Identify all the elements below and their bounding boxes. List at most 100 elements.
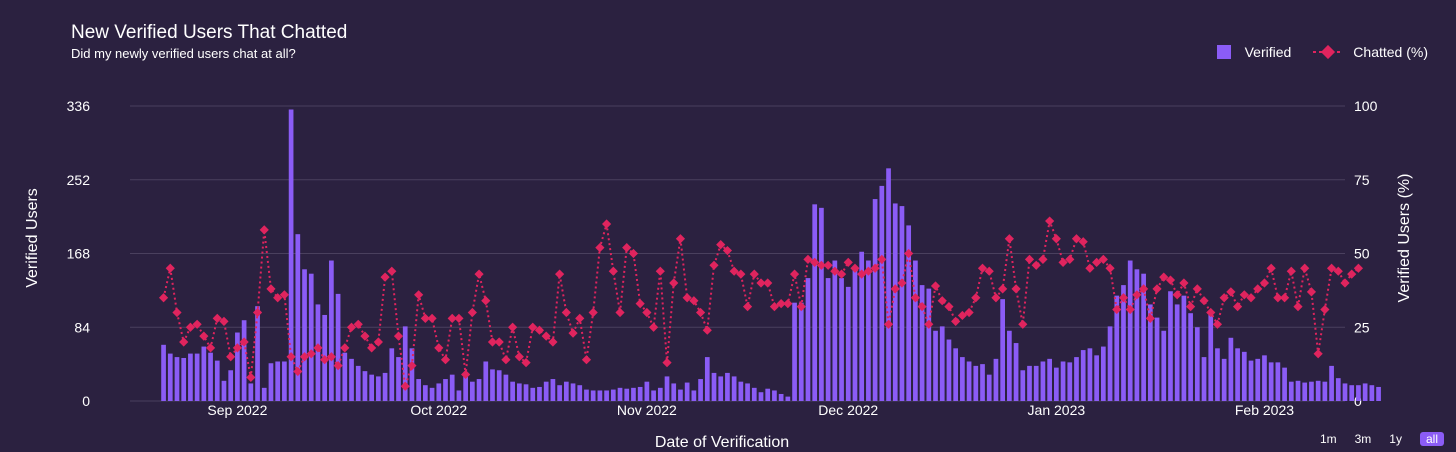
bar [476, 379, 482, 401]
chatted-point [796, 302, 806, 312]
chatted-point [407, 361, 417, 371]
legend-label-verified: Verified [1244, 44, 1292, 60]
chatted-point [346, 322, 357, 332]
bar [523, 384, 529, 401]
bar [362, 371, 368, 401]
chatted-point [863, 266, 873, 276]
chatted-point [165, 263, 175, 273]
x-tick-label: Feb 2023 [1235, 402, 1294, 418]
bar [691, 390, 697, 401]
chatted-point [1212, 319, 1223, 329]
bar [1322, 381, 1328, 401]
chatted-point [393, 331, 404, 341]
chatted-point [1051, 234, 1061, 244]
bar [960, 357, 965, 401]
bar [282, 361, 287, 401]
bar [235, 332, 240, 401]
bar [201, 346, 207, 401]
bar [1168, 291, 1173, 401]
chatted-point [273, 293, 283, 303]
chatted-point [1045, 216, 1055, 226]
chatted-point [333, 361, 343, 371]
chatted-point [1018, 319, 1028, 329]
chatted-point [1286, 266, 1296, 276]
chatted-point [662, 358, 672, 368]
bar [993, 358, 999, 401]
chatted-point [387, 266, 397, 276]
chatted-point [541, 331, 551, 341]
chatted-point [957, 310, 967, 321]
bar [926, 288, 932, 401]
chatted-point [185, 322, 196, 332]
bar [1154, 317, 1160, 401]
bar [174, 357, 180, 401]
bar [382, 372, 388, 401]
chatted-point [487, 337, 498, 347]
bar [892, 203, 898, 401]
chatted-point [1246, 293, 1256, 303]
bar [349, 358, 354, 401]
bar [953, 348, 959, 401]
chatted-point [548, 337, 558, 347]
chatted-point [1266, 263, 1276, 273]
x-tick-label: Oct 2022 [410, 402, 467, 418]
chatted-point [595, 243, 605, 253]
chatted-point [1320, 304, 1330, 315]
chatted-point [588, 307, 598, 318]
bar [550, 379, 556, 401]
chatted-point [1024, 254, 1035, 264]
chatted-point [266, 284, 276, 294]
chatted-point [158, 293, 169, 303]
bar [1342, 383, 1348, 401]
bar [1208, 313, 1214, 401]
bar [228, 370, 234, 401]
chatted-point [749, 269, 759, 279]
chatted-point [763, 278, 773, 288]
chatted-point [205, 343, 216, 353]
chatted-point [1092, 257, 1102, 267]
chatted-point [1293, 302, 1303, 312]
bar [1027, 365, 1032, 401]
legend-label-chatted: Chatted (%) [1353, 44, 1428, 60]
chatted-point [1340, 278, 1350, 288]
legend-item-chatted[interactable]: Chatted (%) [1313, 44, 1428, 60]
y-left-tick-label: 0 [82, 393, 90, 409]
bar [1047, 358, 1052, 401]
chatted-point [1172, 290, 1182, 300]
bar [308, 273, 314, 401]
chatted-point [951, 316, 961, 326]
chatted-point [635, 299, 645, 309]
chatted-point [1353, 263, 1364, 273]
bar [1147, 304, 1153, 401]
bar [939, 326, 945, 401]
legend-item-verified[interactable]: Verified [1216, 44, 1292, 60]
chatted-point [964, 307, 974, 318]
chatted-point [1326, 263, 1337, 273]
bar [731, 376, 737, 401]
chatted-point [689, 296, 699, 306]
bar [980, 364, 985, 401]
bar [1309, 381, 1314, 401]
chatted-point [810, 257, 820, 267]
bar [590, 390, 596, 401]
chatted-point [1152, 284, 1162, 294]
bar [456, 390, 462, 401]
chatted-point [447, 313, 457, 323]
chatted-point [1098, 254, 1108, 264]
chatted-point [1085, 263, 1095, 273]
chatted-point [1078, 237, 1088, 247]
bar [1228, 337, 1234, 401]
chatted-point [219, 316, 229, 326]
bar [973, 365, 979, 401]
chatted-point [1273, 293, 1283, 303]
bar [1295, 380, 1301, 401]
bar [1134, 269, 1140, 401]
bar [671, 383, 677, 401]
bar [866, 260, 871, 401]
chatted-point [937, 296, 947, 306]
chatted-point [1058, 257, 1068, 267]
y-right-tick-label: 75 [1354, 172, 1370, 188]
chatted-point [1139, 284, 1149, 294]
bar [376, 376, 381, 401]
bar [792, 302, 797, 401]
